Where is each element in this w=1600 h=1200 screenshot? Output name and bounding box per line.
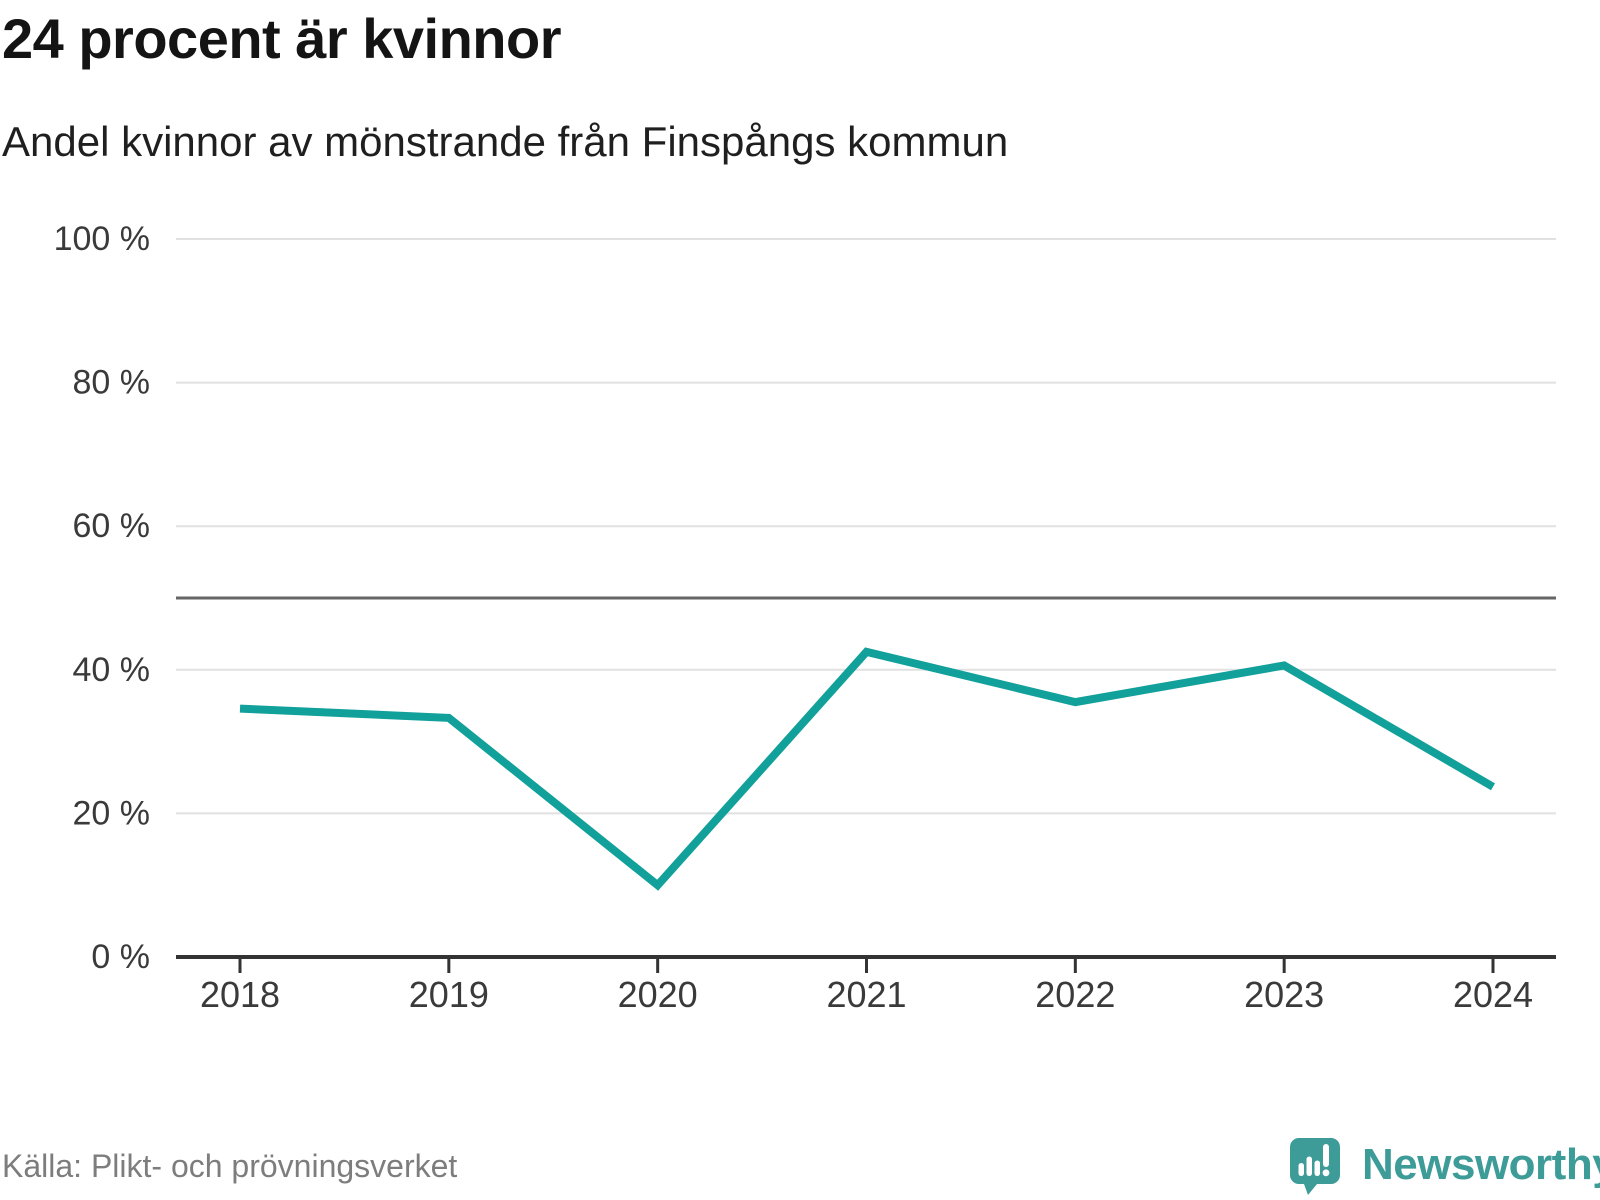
- x-axis-label: 2019: [409, 974, 489, 1015]
- logo-bar-small: [1298, 1163, 1304, 1176]
- x-axis-label: 2018: [200, 974, 280, 1015]
- logo-exclamation-bar: [1323, 1144, 1329, 1167]
- newsworthy-logo-icon: [1290, 1138, 1340, 1195]
- x-axis-label: 2024: [1453, 974, 1533, 1015]
- logo-exclamation-dot: [1322, 1169, 1330, 1177]
- line-chart: 0 % 20 % 40 % 60 % 80 % 100 % 2018 2019 2020 2021…: [54, 220, 1556, 1015]
- y-axis-label: 80 %: [73, 364, 151, 402]
- chart-subtitle: Andel kvinnor av mönstrande från Finspån…: [2, 118, 1009, 165]
- y-axis-label: 100 %: [54, 220, 150, 258]
- logo-bar-medium: [1314, 1160, 1320, 1176]
- series-line: [239, 647, 1496, 891]
- y-axis-label: 20 %: [73, 794, 151, 832]
- source-note: Källa: Plikt- och prövningsverket: [2, 1148, 458, 1184]
- brand-lockup: Newsworthy: [1288, 1136, 1600, 1198]
- y-axis-label: 60 %: [73, 507, 151, 545]
- y-axis-label: 0 %: [91, 938, 150, 976]
- brand-name: Newsworthy: [1362, 1140, 1600, 1189]
- chart-title: 24 procent är kvinnor: [2, 7, 562, 70]
- x-axis-label: 2020: [618, 974, 698, 1015]
- x-axis-label: 2023: [1244, 974, 1324, 1015]
- logo-bar-tall: [1306, 1156, 1312, 1176]
- x-axis-label: 2022: [1035, 974, 1115, 1015]
- y-axis-label: 40 %: [73, 651, 151, 689]
- x-axis-label: 2021: [826, 974, 906, 1015]
